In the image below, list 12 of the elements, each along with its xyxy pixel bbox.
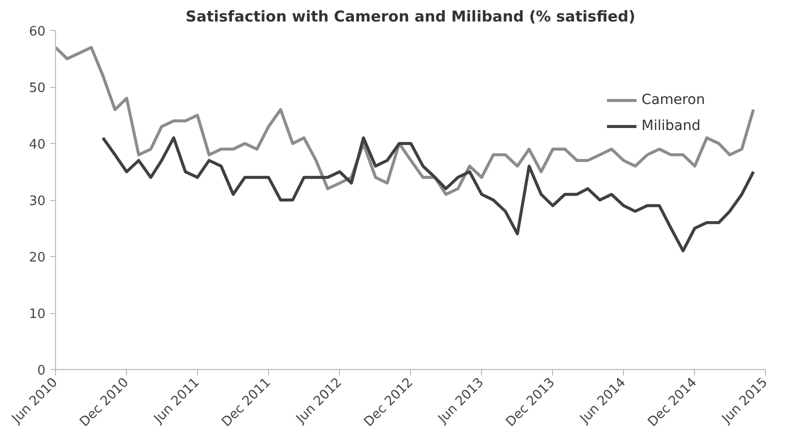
y-tick-label: 20	[28, 250, 46, 266]
line-series	[56, 46, 755, 196]
legend-label: Cameron	[642, 92, 705, 108]
line-series	[101, 136, 755, 252]
y-tick-label: 40	[28, 138, 46, 152]
chart-title: Satisfaction with Cameron and Miliband (% satisfied)	[186, 8, 636, 26]
y-tick-label: 10	[28, 307, 46, 322]
y-tick-label: 50	[28, 81, 46, 96]
y-tick-label: 60	[28, 24, 46, 40]
y-tick-label: 30	[28, 194, 46, 209]
legend-label: Miliband	[642, 118, 700, 134]
y-tick-label: 0	[37, 364, 46, 378]
